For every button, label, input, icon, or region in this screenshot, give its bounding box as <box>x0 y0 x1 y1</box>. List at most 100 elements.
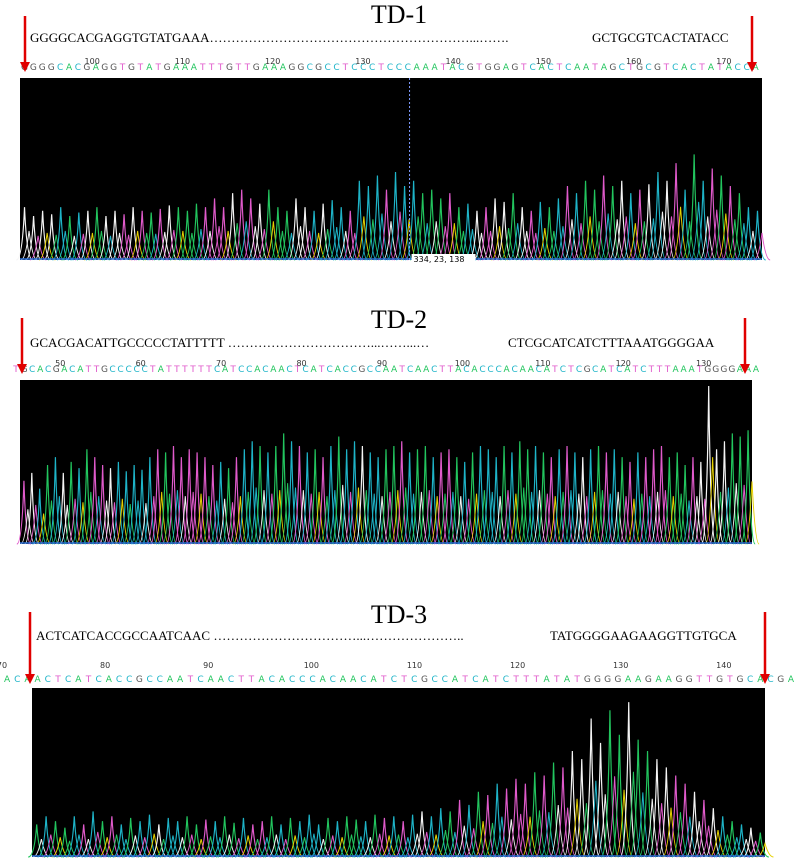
base-call: C <box>45 675 51 685</box>
peak <box>689 496 705 545</box>
peak <box>610 491 626 545</box>
base-call: C <box>351 365 357 375</box>
peak <box>252 446 268 545</box>
peak <box>724 433 740 545</box>
peak <box>356 821 375 858</box>
peak <box>685 457 701 545</box>
peak <box>613 180 631 261</box>
base-call: C <box>238 365 244 375</box>
base-call: T <box>400 675 407 685</box>
peak <box>352 836 370 858</box>
peak <box>513 207 531 261</box>
peak <box>643 798 662 858</box>
peak <box>126 464 142 545</box>
base-call: C <box>411 675 417 685</box>
peak <box>708 449 725 545</box>
peak <box>292 226 309 261</box>
base-call: T <box>398 365 405 375</box>
peak <box>554 226 572 261</box>
base-call: C <box>324 63 330 73</box>
base-call: C <box>495 365 501 375</box>
peak <box>690 201 708 261</box>
peak <box>697 498 713 545</box>
peak <box>83 491 99 545</box>
base-call: C <box>157 675 163 685</box>
peak <box>133 210 151 261</box>
base-call: C <box>333 63 339 73</box>
base-call: G <box>110 63 117 73</box>
peak <box>535 775 553 858</box>
base-call: C <box>672 63 678 73</box>
peak <box>516 487 532 545</box>
base-call: T <box>520 63 527 73</box>
base-call: T <box>181 365 188 375</box>
peak <box>61 215 79 261</box>
peak <box>720 487 736 545</box>
peak <box>657 490 673 545</box>
peak <box>129 230 146 261</box>
peak <box>174 230 192 261</box>
peak <box>67 498 83 545</box>
peak <box>169 207 187 261</box>
peak <box>590 446 607 545</box>
peak <box>201 836 220 858</box>
peak <box>366 493 382 545</box>
peak <box>488 783 506 858</box>
peak <box>642 496 658 545</box>
peak <box>480 449 496 545</box>
peak <box>240 491 256 545</box>
base-call: A <box>350 675 357 685</box>
base-call: C <box>126 675 132 685</box>
base-call: T <box>698 63 705 73</box>
peak <box>657 767 676 858</box>
peak <box>287 198 305 261</box>
peak <box>577 180 595 261</box>
peak <box>610 734 629 858</box>
peak <box>236 449 252 545</box>
base-call: G <box>53 365 60 375</box>
base-call: A <box>167 675 174 685</box>
peak <box>732 436 748 545</box>
peak <box>492 496 508 545</box>
tick-label: 50 <box>55 359 65 368</box>
peak <box>575 457 591 545</box>
base-call: T <box>461 675 468 685</box>
peak <box>669 452 685 545</box>
tick-label: 110 <box>535 359 550 368</box>
peak <box>638 457 654 545</box>
peak <box>640 184 658 261</box>
peak <box>626 223 644 261</box>
peak <box>665 496 681 545</box>
base-call: G <box>584 365 591 375</box>
peak <box>394 821 412 858</box>
peak <box>581 216 599 261</box>
peak <box>389 834 408 858</box>
peak <box>362 452 378 545</box>
base-call: G <box>253 63 260 73</box>
peak <box>206 198 223 261</box>
peak <box>215 816 234 858</box>
peak <box>441 193 459 261</box>
base-call: G <box>358 365 365 375</box>
base-call: A <box>35 675 42 685</box>
peak <box>75 233 92 261</box>
peak <box>296 207 314 261</box>
base-call: C <box>547 63 553 73</box>
base-call: A <box>745 365 752 375</box>
peak <box>283 232 300 261</box>
base-call: T <box>533 675 540 685</box>
base-call: G <box>30 63 37 73</box>
base-call: T <box>512 675 519 685</box>
peak <box>332 207 350 261</box>
peak <box>694 180 712 261</box>
tick-label: 90 <box>203 661 213 670</box>
base-call: T <box>187 675 194 685</box>
peak <box>626 498 642 545</box>
base-call: C <box>463 365 469 375</box>
peak <box>504 452 520 545</box>
base-call: G <box>511 63 518 73</box>
peak <box>124 207 142 261</box>
base-call: A <box>482 675 489 685</box>
peak <box>187 824 206 858</box>
peak <box>401 452 418 545</box>
